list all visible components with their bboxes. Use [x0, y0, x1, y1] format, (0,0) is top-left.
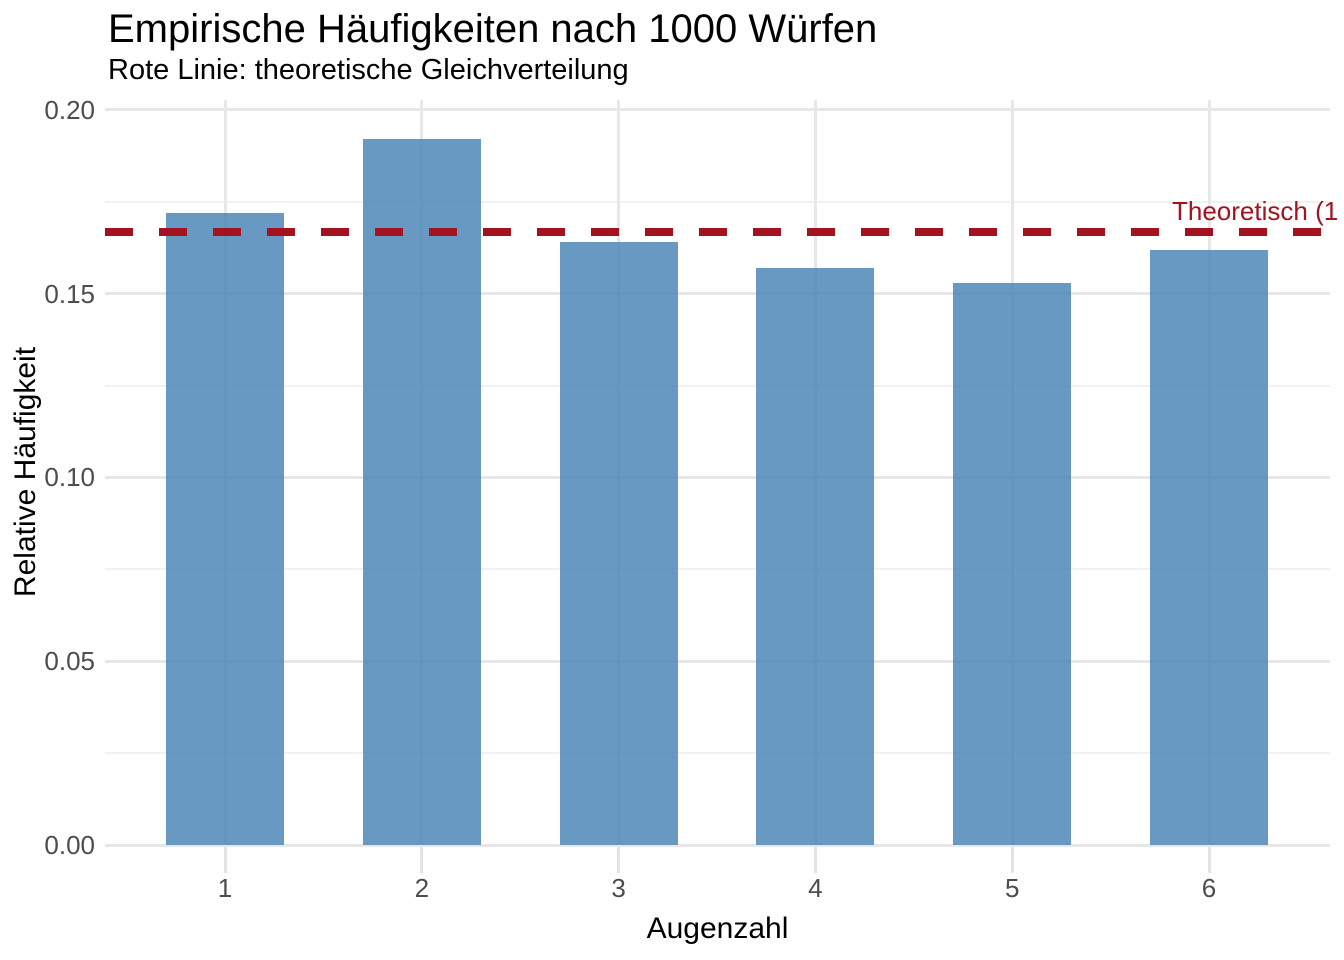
- plot-panel: [105, 100, 1330, 847]
- y-tick-label-0.10: 0.10: [44, 462, 95, 493]
- x-tick-label-4: 4: [808, 873, 823, 903]
- gridline-minor-y: [105, 752, 1330, 755]
- gridline-major-y: [105, 292, 1330, 296]
- gridline-minor-y: [105, 200, 1330, 203]
- x-tick-label-5: 5: [1004, 873, 1020, 903]
- x-tick-label-2: 2: [414, 873, 430, 903]
- y-tick-label-0.05: 0.05: [44, 646, 95, 677]
- x-tick-label-1: 1: [217, 873, 233, 903]
- y-tick-label-0.00: 0.00: [44, 830, 95, 860]
- x-tick-5: [1010, 845, 1014, 873]
- bar-augenzahl-5: [953, 282, 1072, 845]
- bar-augenzahl-3: [559, 242, 678, 845]
- x-axis-title: Augenzahl: [646, 912, 789, 945]
- gridline-major-y: [105, 475, 1330, 479]
- gridline-major-y: [105, 659, 1330, 663]
- gridline-minor-y: [105, 568, 1330, 571]
- x-tick-4: [813, 845, 817, 873]
- x-tick-label-3: 3: [611, 873, 626, 903]
- x-tick-1: [223, 845, 227, 873]
- gridline-minor-y: [105, 384, 1330, 387]
- bar-augenzahl-2: [362, 139, 481, 845]
- x-tick-2: [420, 845, 424, 873]
- gridline-major-y: [105, 108, 1330, 112]
- y-tick-label-0.15: 0.15: [44, 278, 95, 309]
- chart-subtitle: Rote Linie: theoretische Gleichverteilun…: [108, 54, 629, 86]
- x-tick-6: [1207, 845, 1211, 873]
- bar-augenzahl-4: [756, 267, 875, 845]
- x-tick-3: [617, 845, 621, 873]
- chart-title: Empirische Häufigkeiten nach 1000 Würfen: [108, 7, 878, 51]
- reference-line-label: Theoretisch (1: [1172, 196, 1339, 226]
- theoretical-reference-line: [105, 228, 1344, 237]
- gridline-major-y: [105, 843, 1330, 847]
- y-tick-label-0.20: 0.20: [44, 94, 95, 125]
- bar-augenzahl-1: [166, 212, 284, 845]
- x-tick-label-6: 6: [1201, 873, 1217, 903]
- bar-augenzahl-6: [1150, 249, 1268, 845]
